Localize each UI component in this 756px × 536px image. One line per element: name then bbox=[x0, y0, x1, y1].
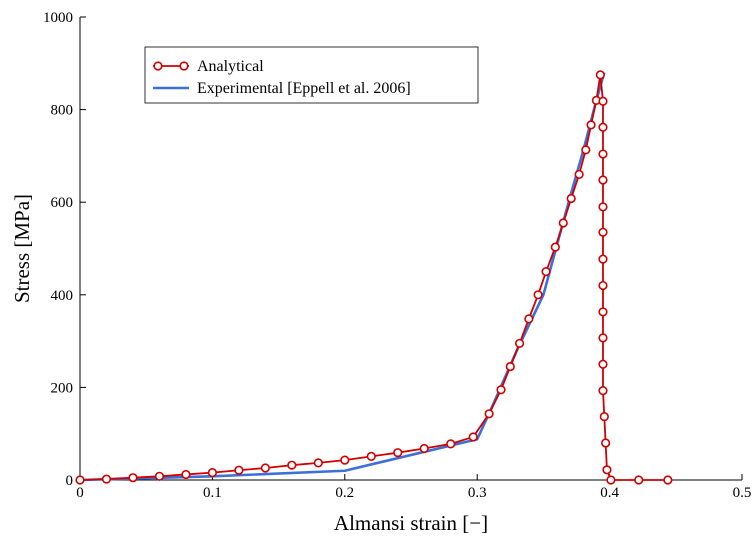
legend-marker-analytical bbox=[179, 61, 189, 71]
data-point-analytical bbox=[598, 202, 608, 212]
series-layer bbox=[75, 70, 673, 485]
data-point-analytical bbox=[598, 96, 608, 106]
data-point-analytical bbox=[595, 70, 605, 80]
data-point-analytical bbox=[602, 465, 612, 475]
data-point-analytical bbox=[586, 120, 596, 130]
data-point-analytical bbox=[340, 455, 350, 465]
data-point-analytical bbox=[419, 443, 429, 454]
data-point-analytical bbox=[75, 475, 85, 485]
y-axis-label: Stress [MPa] bbox=[10, 194, 34, 303]
data-point-analytical bbox=[598, 280, 608, 291]
series-line-experimental bbox=[79, 72, 606, 482]
data-point-analytical bbox=[634, 475, 644, 485]
data-point-analytical bbox=[484, 409, 494, 419]
y-tick-label: 1000 bbox=[43, 10, 73, 26]
data-point-analytical bbox=[101, 474, 112, 484]
data-point-analytical bbox=[598, 307, 608, 317]
data-point-analytical bbox=[599, 411, 609, 422]
series-line-analytical bbox=[79, 73, 668, 481]
data-point-analytical bbox=[496, 385, 506, 395]
data-point-analytical bbox=[598, 254, 608, 264]
data-point-analytical bbox=[541, 267, 551, 277]
data-point-analytical bbox=[514, 338, 525, 349]
data-point-analytical bbox=[260, 463, 270, 473]
data-point-analytical bbox=[598, 175, 608, 185]
data-point-analytical bbox=[366, 451, 376, 461]
data-point-analytical bbox=[598, 227, 608, 237]
x-tick-label: 0.2 bbox=[335, 485, 354, 501]
data-point-analytical bbox=[598, 386, 608, 396]
y-tick-label: 400 bbox=[51, 288, 74, 304]
x-tick-label: 0 bbox=[76, 485, 84, 501]
data-point-analytical bbox=[598, 122, 608, 132]
data-point-analytical bbox=[524, 314, 534, 324]
x-tick-label: 0.5 bbox=[733, 485, 752, 501]
data-point-analytical bbox=[598, 149, 608, 159]
data-point-analytical bbox=[287, 460, 297, 470]
x-axis-label: Almansi strain [−] bbox=[334, 511, 488, 535]
data-point-analytical bbox=[234, 465, 244, 475]
data-point-analytical bbox=[574, 169, 584, 180]
y-tick-label: 0 bbox=[66, 473, 74, 489]
data-point-analytical bbox=[313, 458, 323, 468]
data-point-analytical bbox=[598, 359, 608, 369]
x-ticks: 0 0.1 0.2 0.3 0.4 0.5 bbox=[76, 474, 751, 501]
data-point-analytical bbox=[128, 473, 138, 483]
data-point-analytical bbox=[393, 448, 403, 458]
legend-label-experimental: Experimental [Eppell et al. 2006] bbox=[197, 80, 411, 97]
data-point-analytical bbox=[505, 361, 515, 372]
data-point-analytical bbox=[154, 471, 165, 481]
data-point-analytical bbox=[446, 439, 456, 449]
y-tick-label: 600 bbox=[51, 195, 74, 211]
data-point-analytical bbox=[533, 290, 543, 300]
x-tick-label: 0.3 bbox=[468, 485, 487, 501]
data-point-analytical bbox=[550, 242, 560, 252]
y-tick-label: 200 bbox=[51, 380, 74, 396]
data-point-analytical bbox=[601, 438, 611, 448]
data-point-analytical bbox=[581, 145, 591, 155]
legend: Analytical Experimental [Eppell et al. 2… bbox=[144, 46, 479, 104]
data-point-analytical bbox=[558, 218, 568, 228]
legend-marker-analytical bbox=[153, 61, 163, 71]
y-tick-label: 800 bbox=[51, 103, 74, 119]
legend-box bbox=[144, 46, 479, 104]
x-tick-label: 0.1 bbox=[203, 485, 222, 501]
data-point-analytical bbox=[663, 475, 673, 485]
data-point-analytical bbox=[181, 469, 191, 480]
legend-label-analytical: Analytical bbox=[197, 58, 264, 75]
data-point-analytical bbox=[468, 432, 478, 442]
data-point-analytical bbox=[566, 193, 576, 204]
data-point-analytical bbox=[207, 467, 217, 478]
y-ticks: 0 200 400 600 800 1000 bbox=[43, 10, 86, 489]
data-point-analytical bbox=[598, 333, 608, 343]
x-tick-label: 0.4 bbox=[600, 485, 619, 501]
data-point-analytical bbox=[606, 475, 616, 485]
